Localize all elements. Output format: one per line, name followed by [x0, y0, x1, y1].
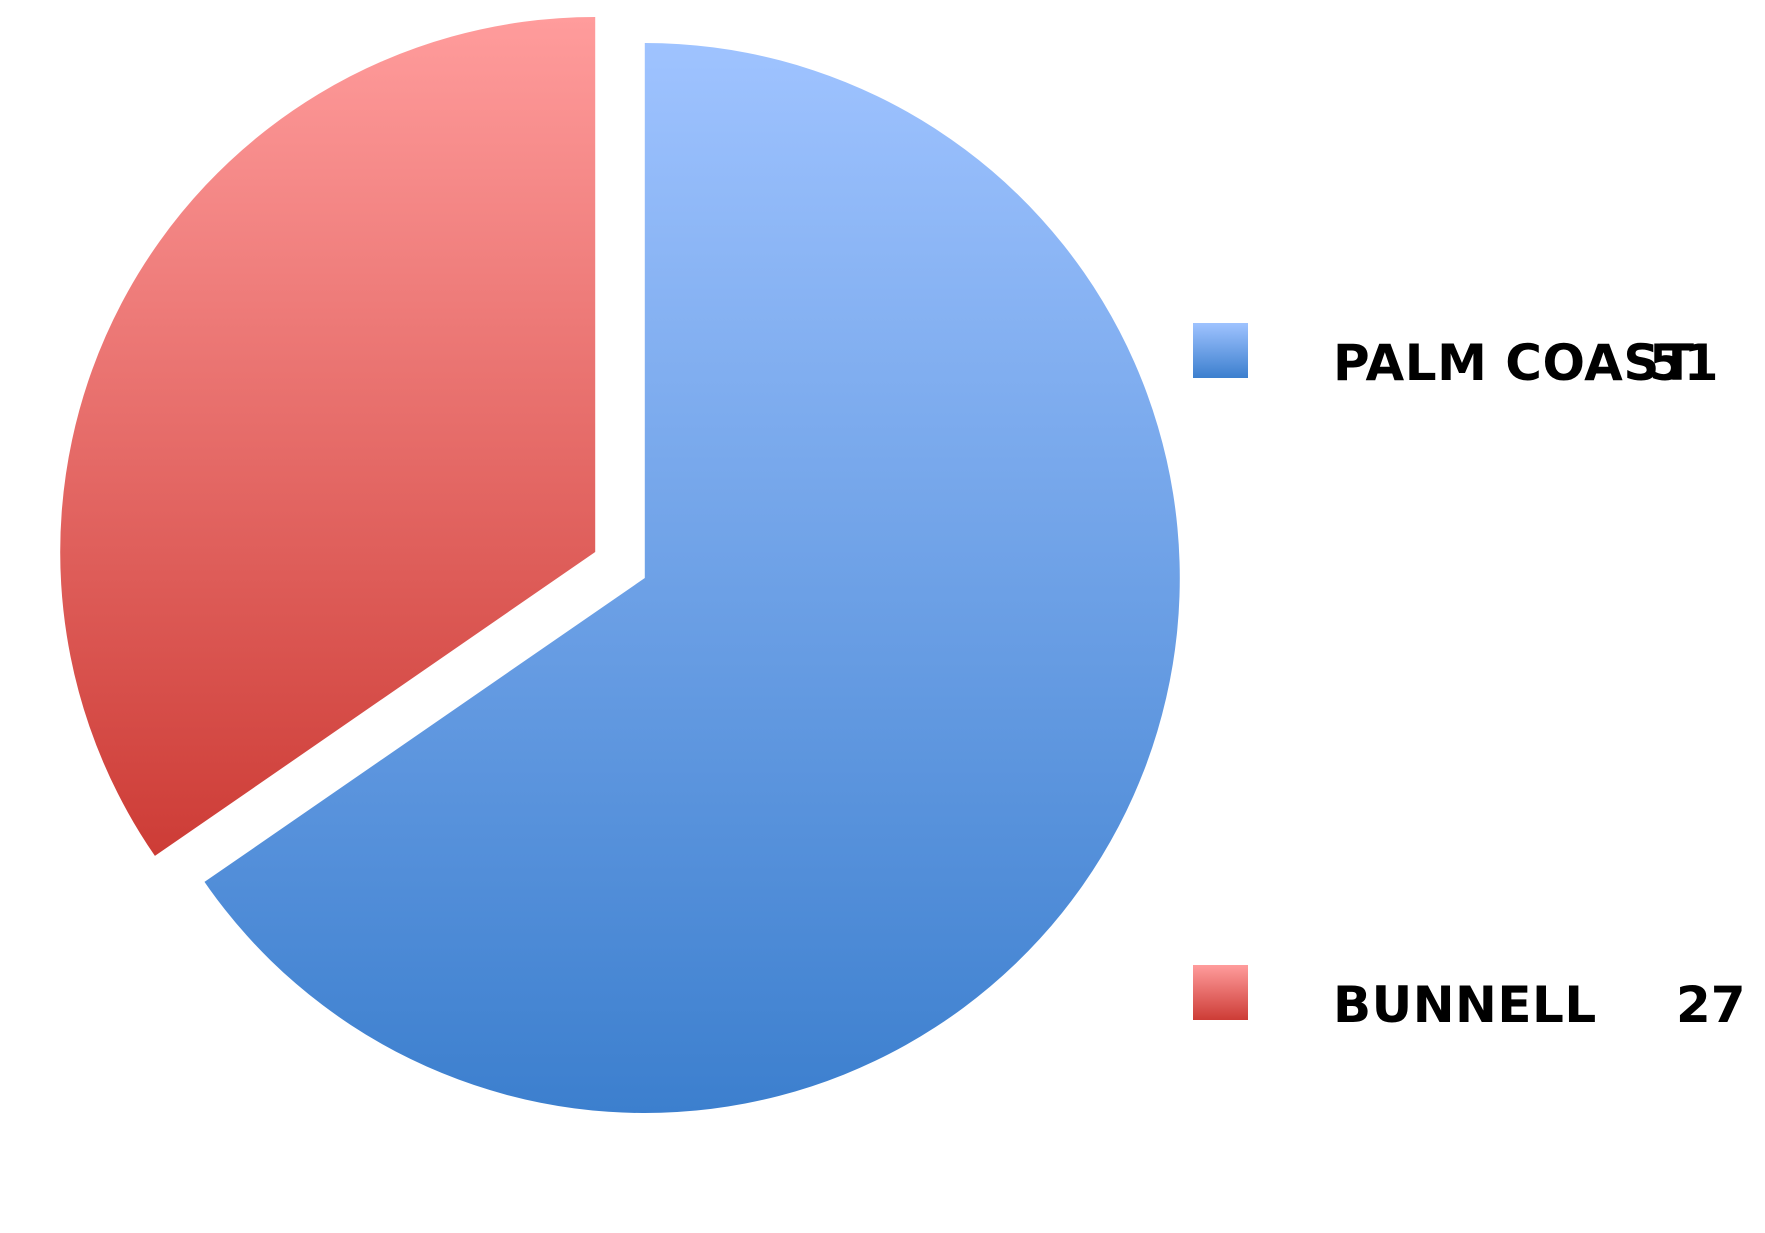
legend-value-bunnell: 27: [1676, 976, 1746, 1034]
legend-swatch-palm-coast: [1193, 323, 1248, 378]
legend-item-bunnell: BUNNELL 27: [1193, 965, 1753, 1034]
legend-swatch-bunnell: [1193, 965, 1248, 1020]
pie-slice-palm-coast: [204, 43, 1180, 1114]
pie-slices: [60, 16, 1180, 1114]
pie-slice-bunnell: [60, 16, 596, 856]
legend-value-palm-coast: 51: [1649, 334, 1719, 392]
legend-label-palm-coast: PALM COAST: [1333, 334, 1695, 392]
legend-item-palm-coast: PALM COAST 51: [1193, 323, 1753, 392]
legend-label-bunnell: BUNNELL: [1333, 976, 1597, 1034]
